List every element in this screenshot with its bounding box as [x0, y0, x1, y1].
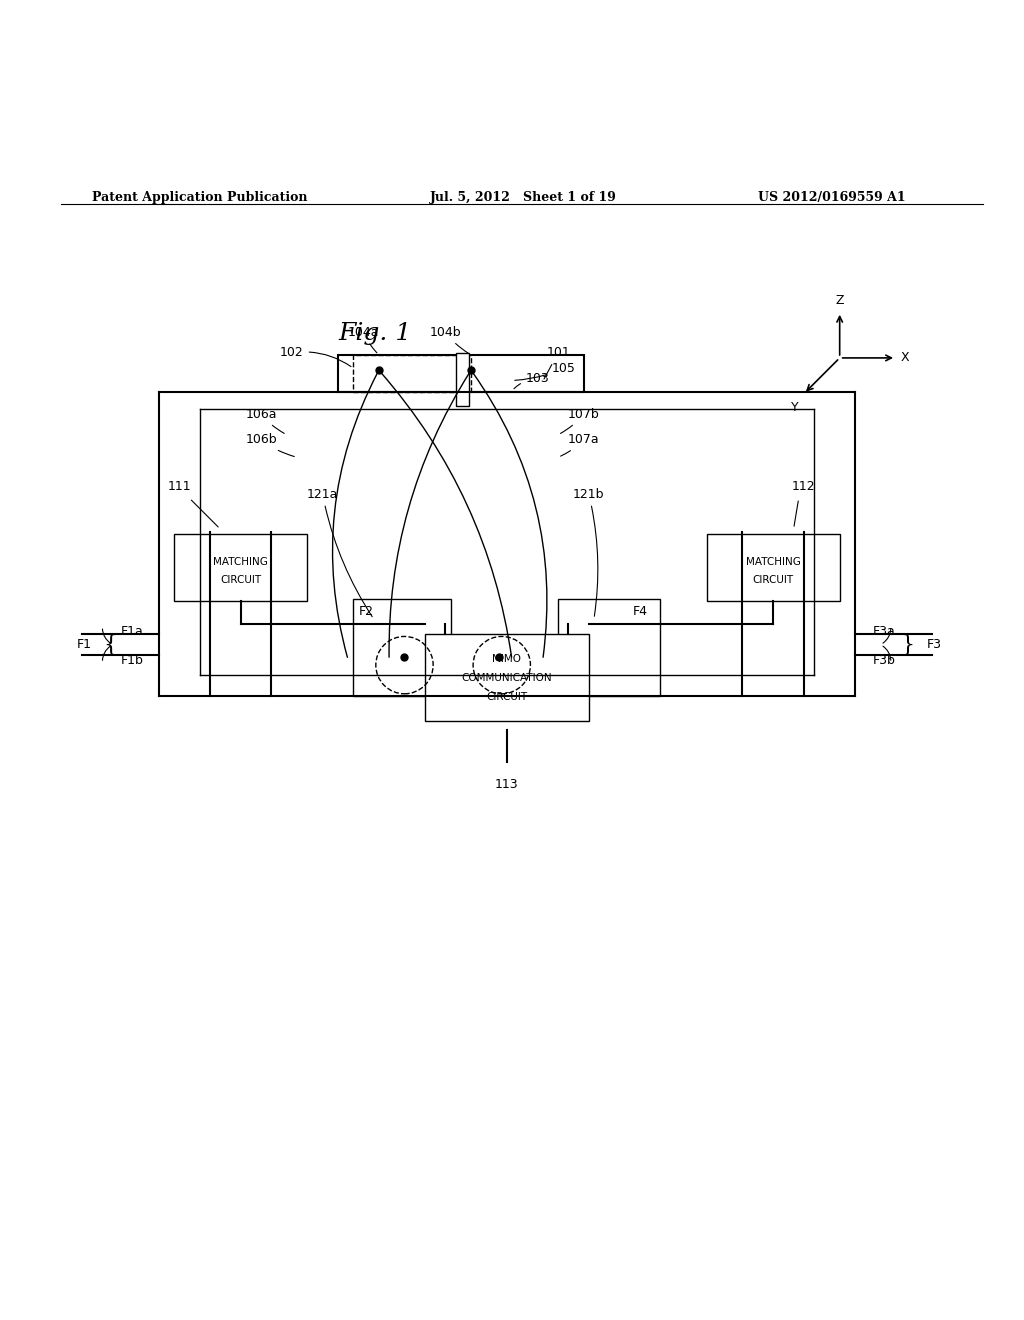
- Text: F2: F2: [358, 606, 374, 618]
- Text: COMMUNICATION: COMMUNICATION: [462, 673, 552, 682]
- Text: 104b: 104b: [430, 326, 469, 354]
- Text: MIMO: MIMO: [493, 653, 521, 664]
- Text: Y: Y: [792, 401, 799, 414]
- Text: 101: 101: [544, 346, 570, 379]
- Bar: [338, 355, 584, 392]
- Bar: [174, 535, 307, 601]
- Text: CIRCUIT: CIRCUIT: [486, 692, 527, 702]
- Text: US 2012/0169559 A1: US 2012/0169559 A1: [758, 191, 905, 205]
- Bar: [558, 598, 660, 696]
- Text: 106b: 106b: [246, 433, 294, 457]
- Text: MATCHING: MATCHING: [213, 557, 268, 568]
- Text: 112: 112: [792, 480, 816, 494]
- Bar: [456, 352, 469, 407]
- Text: 104a: 104a: [348, 326, 379, 352]
- Text: Jul. 5, 2012   Sheet 1 of 19: Jul. 5, 2012 Sheet 1 of 19: [430, 191, 616, 205]
- Text: 121a: 121a: [307, 487, 373, 616]
- Text: F1: F1: [77, 638, 92, 651]
- Bar: [707, 535, 840, 601]
- Text: F1b: F1b: [121, 653, 143, 667]
- Text: 106a: 106a: [246, 408, 285, 433]
- Text: 107b: 107b: [560, 408, 600, 433]
- Bar: [353, 355, 471, 392]
- Bar: [425, 635, 589, 722]
- Text: }: }: [900, 634, 914, 656]
- Text: F1a: F1a: [121, 624, 143, 638]
- Text: 111: 111: [167, 480, 191, 494]
- Text: 103: 103: [514, 372, 550, 388]
- Bar: [353, 598, 451, 696]
- Text: 121b: 121b: [573, 487, 604, 616]
- Text: F3a: F3a: [873, 624, 896, 638]
- Text: 113: 113: [495, 777, 519, 791]
- Text: Patent Application Publication: Patent Application Publication: [92, 191, 307, 205]
- Text: 105: 105: [515, 362, 575, 380]
- Text: {: {: [103, 634, 118, 656]
- Text: Fig. 1: Fig. 1: [338, 322, 412, 345]
- Text: CIRCUIT: CIRCUIT: [220, 574, 261, 585]
- Text: 107a: 107a: [560, 433, 599, 457]
- Text: MATCHING: MATCHING: [745, 557, 801, 568]
- Text: F3b: F3b: [873, 653, 896, 667]
- Text: 102: 102: [280, 346, 351, 367]
- Text: F4: F4: [633, 606, 648, 618]
- Text: F3: F3: [927, 638, 942, 651]
- Text: CIRCUIT: CIRCUIT: [753, 574, 794, 585]
- Text: Z: Z: [836, 294, 844, 306]
- Text: X: X: [901, 351, 909, 364]
